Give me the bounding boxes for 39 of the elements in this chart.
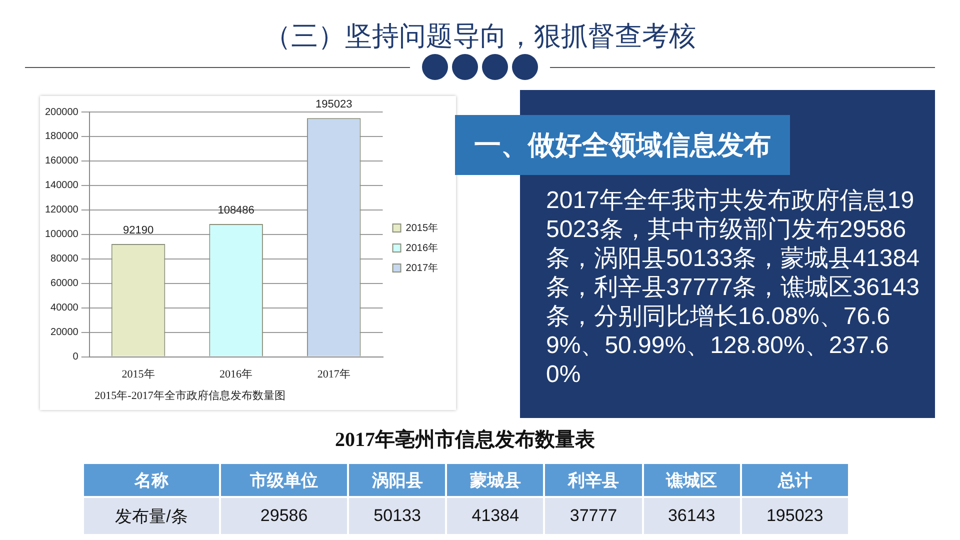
- data-label: 108486: [218, 204, 254, 217]
- y-tick-label: 180000: [44, 131, 79, 142]
- data-label: 37777: [544, 497, 643, 535]
- legend-label: 2017年: [406, 262, 438, 274]
- category-label: 市级单位: [220, 463, 348, 497]
- data-label: 195023: [315, 98, 352, 111]
- x-tick-label: 2016年: [220, 368, 253, 380]
- y-tick-label: 100000: [44, 229, 79, 240]
- y-tick-label: 160000: [44, 156, 79, 167]
- category-label: 利辛县: [544, 463, 643, 497]
- x-tick-label: 2017年: [317, 368, 350, 380]
- category-label: 蒙城县: [446, 463, 544, 497]
- category-label: 总计: [740, 463, 849, 497]
- data-label: 50133: [348, 497, 446, 535]
- category-label: 涡阳县: [348, 463, 446, 497]
- y-tick-label: 120000: [44, 204, 79, 216]
- text: 2015年-2017年全市政府信息发布数量图: [94, 388, 286, 403]
- text: （三）坚持问题导向，狠抓督查考核: [263, 20, 697, 53]
- y-tick-label: 0: [72, 352, 79, 363]
- text: 一、做好全领域信息发布: [455, 115, 790, 175]
- data-label: 41384: [446, 497, 544, 535]
- legend-label: 2016年: [406, 242, 438, 254]
- x-tick-label: 2015年: [122, 368, 155, 380]
- category-label: 谯城区: [642, 463, 741, 497]
- data-label: 36143: [642, 497, 741, 535]
- y-tick-label: 40000: [50, 302, 79, 314]
- data-label: 92190: [122, 224, 154, 236]
- data-label: 195023: [740, 497, 849, 535]
- text: 2017年全年我市共发布政府信息195023条，其中市级部门发布29586条，涡阳县50133条，蒙城县41384条，利辛县37777条，谯城区36143条，分别同比增长16.08%、76.69%、50.99%、128.80%、237.60%: [546, 186, 920, 389]
- y-tick-label: 20000: [50, 327, 79, 338]
- data-label: 29586: [220, 497, 348, 535]
- y-tick-label: 60000: [50, 278, 79, 290]
- text: 名称: [83, 463, 220, 497]
- y-tick-label: 140000: [44, 180, 79, 192]
- y-tick-label: 200000: [44, 106, 79, 118]
- text: 2017年亳州市信息发布数量表: [334, 428, 596, 453]
- y-tick-label: 80000: [50, 254, 79, 265]
- legend-label: 2015年: [406, 222, 438, 234]
- text: 发布量/条: [83, 497, 220, 535]
